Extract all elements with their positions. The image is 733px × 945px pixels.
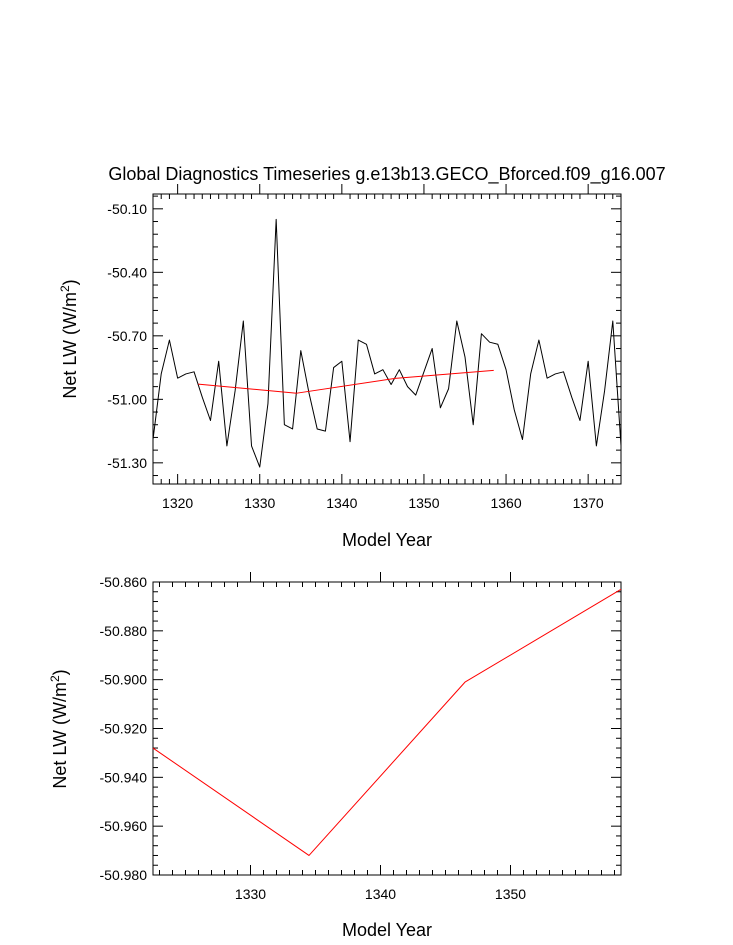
bottom-plot-frame <box>152 581 622 876</box>
top-y-axis-label-main: Net LW (W/m <box>60 292 80 399</box>
bottom-y-axis-label-main: Net LW (W/m <box>50 682 70 789</box>
top-y-axis-label-close: ) <box>60 279 80 285</box>
bottom-x-tick-label: 1330 <box>235 886 266 902</box>
top-y-axis-label: Net LW (W/m2) <box>58 279 80 398</box>
top-x-tick-label: 1350 <box>408 495 439 511</box>
top-plot-frame <box>152 193 622 485</box>
top-y-tick-label: -51.00 <box>107 391 147 407</box>
top-y-tick-label: -50.10 <box>107 201 147 217</box>
top-series-group <box>152 218 622 468</box>
bottom-series-line-0 <box>152 588 622 856</box>
top-x-tick-label: 1340 <box>326 495 357 511</box>
bottom-y-axis-label-close: ) <box>50 669 70 675</box>
top-x-ticks: 1320 1330 1340 1350 1360 1370 <box>152 184 622 511</box>
bottom-x-tick-label: 1340 <box>365 886 396 902</box>
top-y-ticks: -50.10 -50.40 -50.70 -51.00 -51.30 <box>107 195 621 477</box>
top-x-tick-label: 1360 <box>490 495 521 511</box>
top-series-line-1 <box>198 369 494 394</box>
top-x-tick-label: 1320 <box>162 495 193 511</box>
bottom-y-tick-label: -50.900 <box>100 672 148 688</box>
bottom-chart: 1330 1340 1350 -50.860 -50.880 -50.900 -50.92… <box>48 572 622 940</box>
bottom-y-tick-label: -50.880 <box>100 623 148 639</box>
top-y-tick-label: -51.30 <box>107 455 147 471</box>
bottom-x-axis-label: Model Year <box>342 920 432 940</box>
top-x-axis-label: Model Year <box>342 530 432 550</box>
bottom-y-tick-label: -50.980 <box>100 867 148 883</box>
bottom-y-ticks: -50.860 -50.880 -50.900 -50.920 -50.940 -50.9… <box>100 574 621 883</box>
top-x-tick-label: 1370 <box>573 495 604 511</box>
top-x-tick-label: 1330 <box>244 495 275 511</box>
top-y-tick-label: -50.70 <box>107 328 147 344</box>
bottom-series-group <box>152 588 622 856</box>
bottom-x-ticks: 1330 1340 1350 <box>159 572 615 902</box>
top-y-tick-label: -50.40 <box>107 264 147 280</box>
top-series-line-0 <box>152 218 622 468</box>
bottom-x-tick-label: 1350 <box>495 886 526 902</box>
bottom-y-tick-label: -50.960 <box>100 818 148 834</box>
bottom-y-tick-label: -50.860 <box>100 574 148 590</box>
bottom-y-axis-label-sup: 2 <box>48 675 62 682</box>
bottom-y-axis-label: Net LW (W/m2) <box>48 669 70 788</box>
top-chart-title: Global Diagnostics Timeseries g.e13b13.G… <box>108 164 665 185</box>
top-chart: Global Diagnostics Timeseries g.e13b13.G… <box>58 164 666 550</box>
top-y-axis-label-sup: 2 <box>58 285 72 292</box>
bottom-y-tick-label: -50.920 <box>100 721 148 737</box>
bottom-y-tick-label: -50.940 <box>100 769 148 785</box>
